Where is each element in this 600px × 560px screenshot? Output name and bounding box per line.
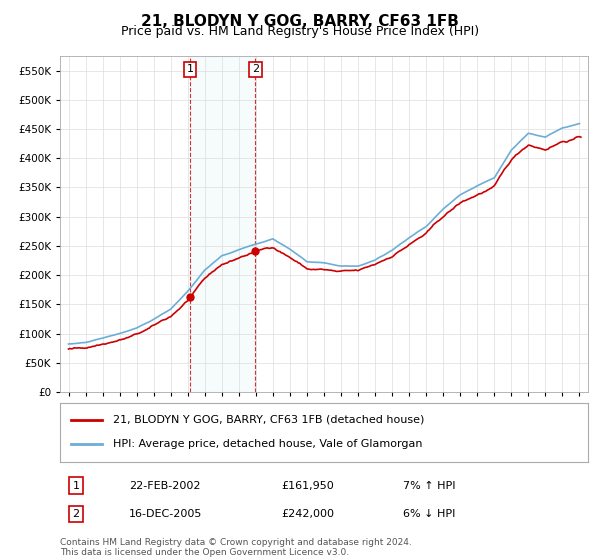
Text: 16-DEC-2005: 16-DEC-2005 — [128, 509, 202, 519]
Text: 2: 2 — [72, 509, 79, 519]
Text: 6% ↓ HPI: 6% ↓ HPI — [403, 509, 455, 519]
Text: 1: 1 — [187, 64, 193, 74]
Text: 21, BLODYN Y GOG, BARRY, CF63 1FB: 21, BLODYN Y GOG, BARRY, CF63 1FB — [141, 14, 459, 29]
Text: 21, BLODYN Y GOG, BARRY, CF63 1FB (detached house): 21, BLODYN Y GOG, BARRY, CF63 1FB (detac… — [113, 414, 424, 424]
Text: 2: 2 — [251, 64, 259, 74]
Text: 22-FEB-2002: 22-FEB-2002 — [128, 480, 200, 491]
Bar — [190, 56, 255, 392]
Text: Price paid vs. HM Land Registry's House Price Index (HPI): Price paid vs. HM Land Registry's House … — [121, 25, 479, 38]
Text: £242,000: £242,000 — [282, 509, 335, 519]
Text: 7% ↑ HPI: 7% ↑ HPI — [403, 480, 456, 491]
Text: 1: 1 — [73, 480, 79, 491]
Text: HPI: Average price, detached house, Vale of Glamorgan: HPI: Average price, detached house, Vale… — [113, 440, 422, 449]
Text: Contains HM Land Registry data © Crown copyright and database right 2024.
This d: Contains HM Land Registry data © Crown c… — [60, 538, 412, 557]
Text: £161,950: £161,950 — [282, 480, 335, 491]
